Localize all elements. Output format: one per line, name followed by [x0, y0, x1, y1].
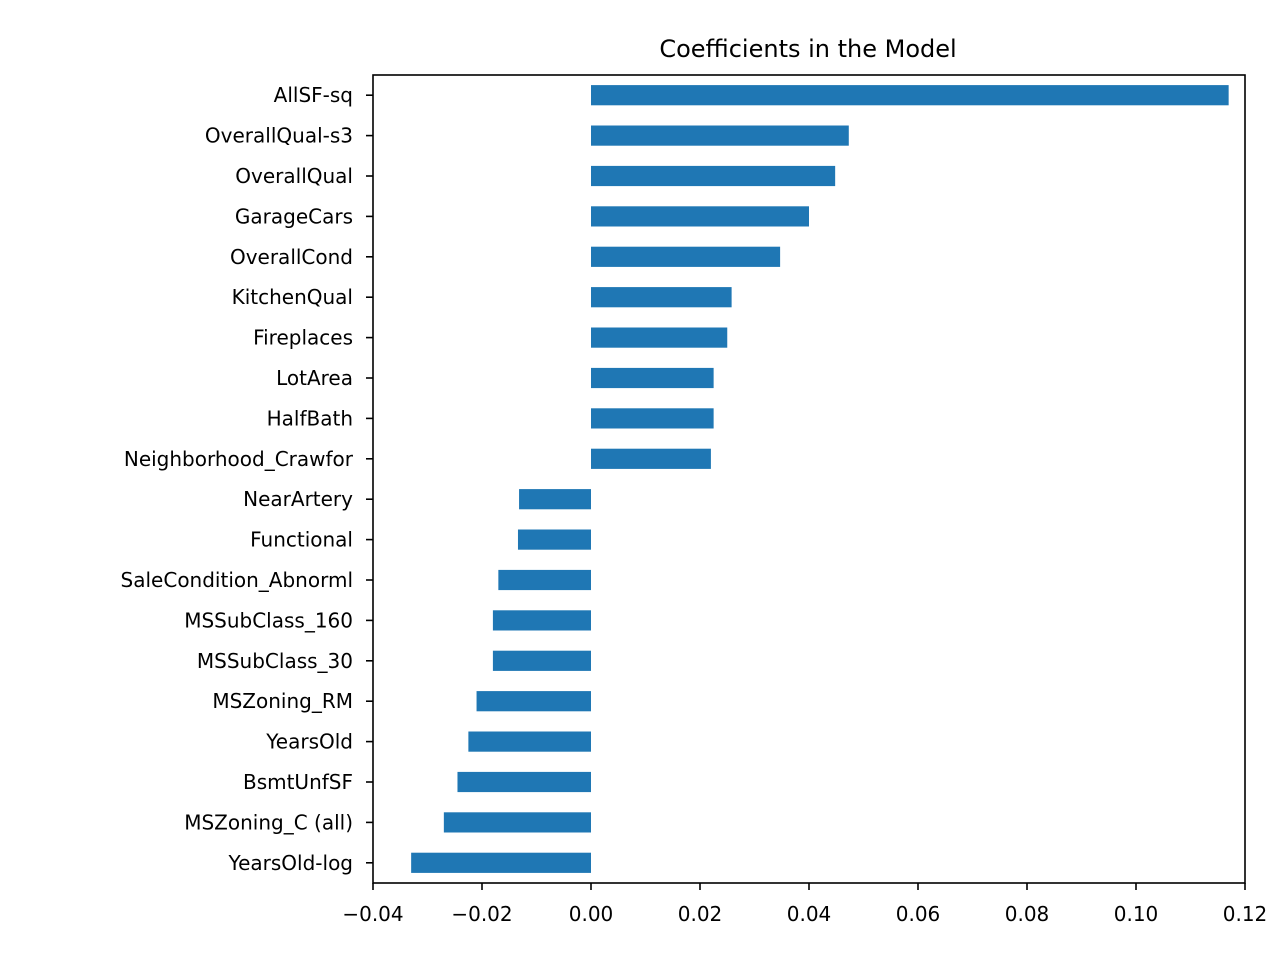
chart-title: Coefficients in the Model: [659, 35, 956, 63]
bar-garagecars: [591, 206, 809, 227]
y-tick-label: YearsOld-log: [228, 851, 353, 875]
y-tick-label: HalfBath: [267, 406, 353, 430]
bar-mssubclass-160: [492, 610, 591, 631]
bar-halfbath: [591, 408, 714, 429]
y-tick-label: Functional: [250, 528, 353, 552]
bar-kitchenqual: [591, 287, 732, 308]
y-tick-label: GarageCars: [235, 204, 353, 228]
y-tick-label: MSZoning_RM: [212, 689, 353, 713]
y-tick-label: MSSubClass_30: [197, 649, 353, 673]
x-tick-label: 0.02: [678, 902, 723, 926]
y-tick-label: OverallQual: [235, 164, 353, 188]
bar-nearartery: [519, 489, 591, 510]
y-tick-label: Fireplaces: [253, 326, 353, 350]
bar-mssubclass-30: [492, 650, 591, 671]
y-tick-label: BsmtUnfSF: [243, 770, 353, 794]
bar-mszoning-rm: [476, 691, 591, 712]
y-axis: AllSF-sq OverallQual-s3 OverallQual GarageC…: [121, 83, 373, 875]
y-tick-label: MSZoning_C (all): [184, 810, 353, 834]
y-tick-label: NearArtery: [243, 487, 353, 511]
y-tick-label: OverallQual-s3: [205, 124, 353, 148]
y-tick-label: AllSF-sq: [274, 83, 353, 107]
bar-fireplaces: [591, 327, 728, 348]
x-tick-label: 0.06: [896, 902, 941, 926]
x-tick-label: −0.04: [342, 902, 403, 926]
bar-yearsold-log: [411, 852, 591, 873]
y-tick-label: KitchenQual: [232, 285, 353, 309]
x-tick-label: −0.02: [451, 902, 512, 926]
bar-lotarea: [591, 367, 714, 389]
bar-overallcond: [591, 246, 781, 267]
bar-allsf-sq: [591, 85, 1229, 106]
bar-functional: [517, 529, 591, 550]
bar-bsmtunfsf: [457, 771, 591, 793]
y-tick-label: MSSubClass_160: [184, 608, 353, 632]
y-tick-label: OverallCond: [230, 245, 353, 269]
y-tick-label: Neighborhood_Crawfor: [124, 447, 354, 471]
x-tick-label: 0.10: [1114, 902, 1159, 926]
y-tick-label: LotArea: [276, 366, 353, 390]
x-tick-label: 0.00: [569, 902, 614, 926]
x-tick-label: 0.04: [787, 902, 832, 926]
y-tick-label: YearsOld: [265, 730, 353, 754]
x-tick-label: 0.12: [1223, 902, 1268, 926]
bar-yearsold: [468, 731, 591, 752]
x-tick-label: 0.08: [1005, 902, 1050, 926]
y-tick-label: SaleCondition_Abnorml: [121, 568, 353, 592]
bar-overallqual-s3: [591, 125, 849, 146]
bar-mszoning-c-all: [443, 812, 591, 833]
bar-salecondition-abnorml: [498, 569, 591, 591]
plot-frame: [372, 74, 1246, 884]
bar-overallqual: [591, 165, 836, 187]
bars-layer: [411, 85, 1229, 873]
bar-neighborhood-crawfor: [591, 448, 711, 469]
x-axis: −0.04 −0.02 0.00 0.02 0.04 0.06 0.08 0.10 0.12: [342, 883, 1267, 926]
